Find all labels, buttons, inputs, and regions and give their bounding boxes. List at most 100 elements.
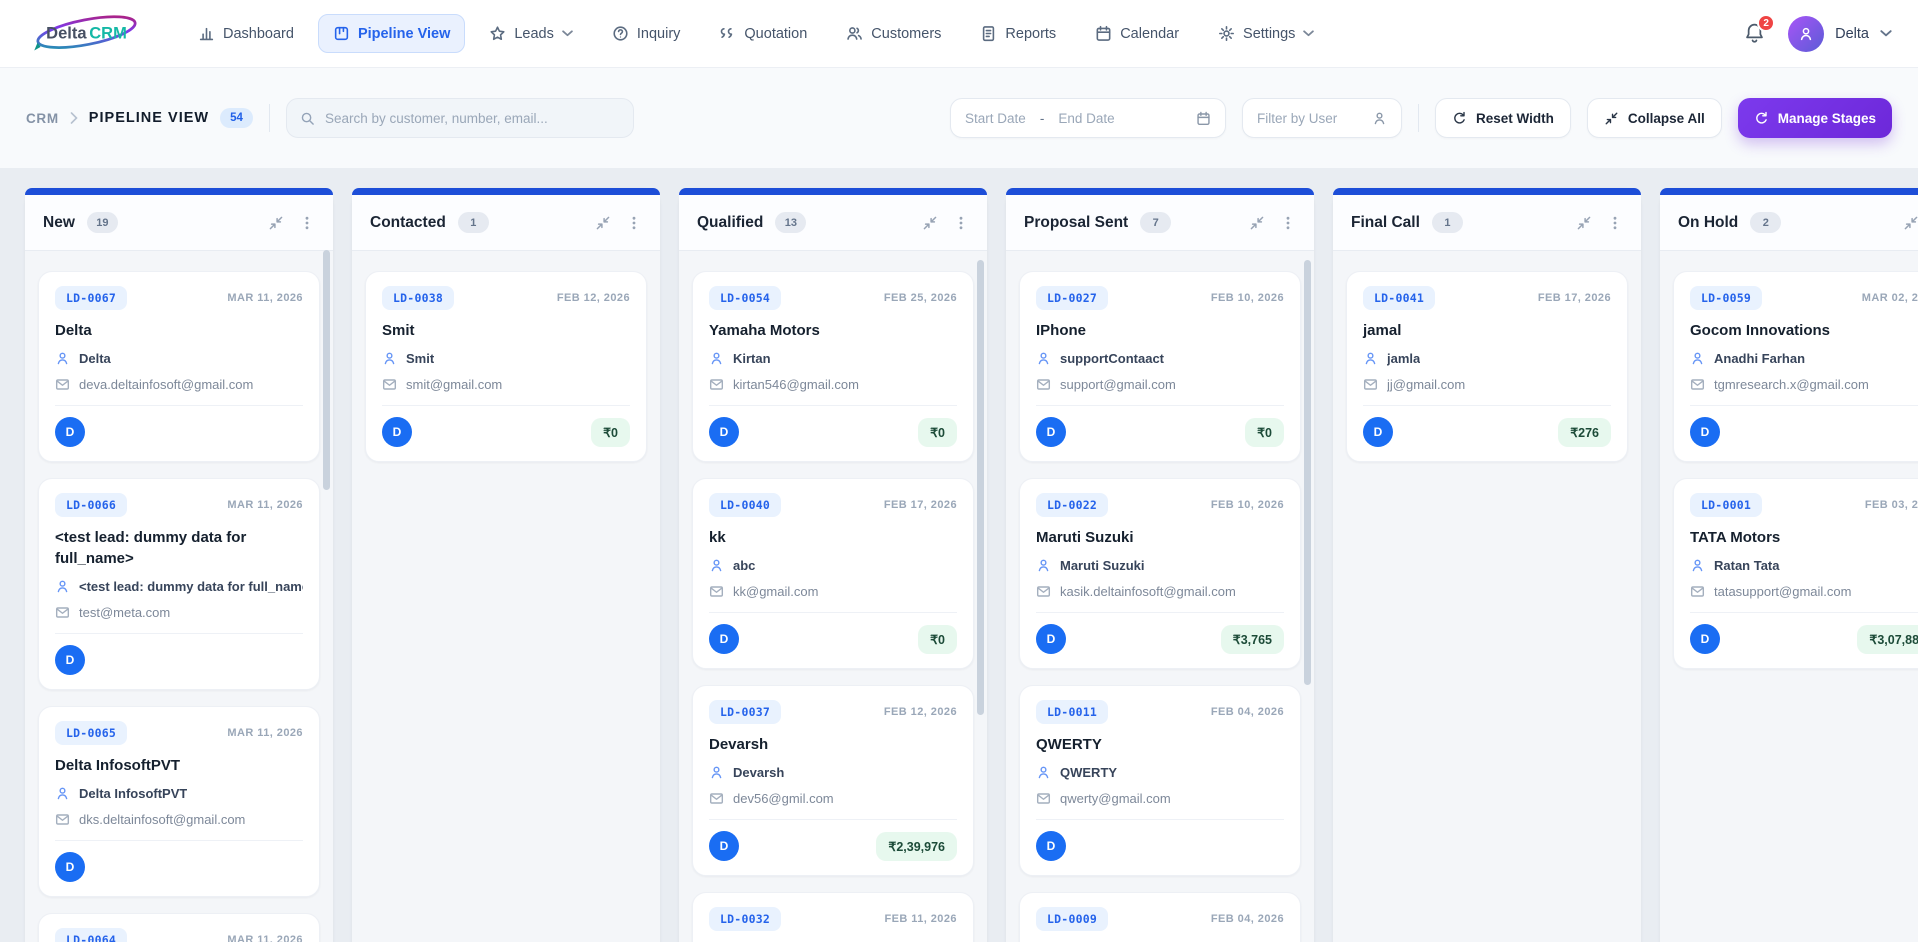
manage-stages-button[interactable]: Manage Stages xyxy=(1737,98,1892,138)
lead-date: FEB 10, 2026 xyxy=(1210,499,1284,511)
lead-card[interactable]: LD-0027 FEB 10, 2026 IPhone supportConta… xyxy=(1019,271,1301,462)
column-menu-icon[interactable] xyxy=(953,215,969,231)
pipeline-column-contacted: Contacted 1 LD-0038 FEB 12, 2026 Smit Sm… xyxy=(352,188,660,942)
person-icon xyxy=(55,579,70,594)
lead-contact: Ratan Tata xyxy=(1714,557,1780,573)
lead-card[interactable]: LD-0059 MAR 02, 2026 Gocom Innovations A… xyxy=(1673,271,1918,462)
person-icon xyxy=(1036,351,1051,366)
column-scrollbar[interactable] xyxy=(1304,260,1311,685)
end-date-field[interactable]: End Date xyxy=(1058,110,1115,126)
lead-avatar: D xyxy=(1036,624,1066,654)
column-count-badge: 7 xyxy=(1140,212,1172,233)
column-scrollbar[interactable] xyxy=(977,260,984,715)
dashboard-icon xyxy=(198,25,215,42)
lead-card[interactable]: LD-0064 MAR 11, 2026 xyxy=(38,913,320,942)
reset-width-label: Reset Width xyxy=(1476,110,1554,126)
lead-title: TATA Motors xyxy=(1690,529,1781,546)
lead-card[interactable]: LD-0067 MAR 11, 2026 Delta Delta deva.de… xyxy=(38,271,320,462)
column-card-list: LD-0027 FEB 10, 2026 IPhone supportConta… xyxy=(1006,251,1314,942)
lead-card[interactable]: LD-0054 FEB 25, 2026 Yamaha Motors Kirta… xyxy=(692,271,974,462)
search-input[interactable] xyxy=(324,110,620,126)
lead-card[interactable]: LD-0032 FEB 11, 2026 JustDial User xyxy=(692,892,974,942)
person-icon xyxy=(55,786,70,801)
column-menu-icon[interactable] xyxy=(1607,215,1623,231)
mail-icon xyxy=(55,605,70,620)
collapse-column-icon[interactable] xyxy=(1249,215,1265,231)
lead-card[interactable]: LD-0011 FEB 04, 2026 QWERTY QWERTY qwert… xyxy=(1019,685,1301,876)
filter-by-user[interactable]: Filter by User xyxy=(1242,98,1403,138)
lead-card[interactable]: LD-0041 FEB 17, 2026 jamal jamla jj@gmai… xyxy=(1346,271,1628,462)
lead-email-row: support@gmail.com xyxy=(1036,375,1284,393)
lead-id-badge: LD-0041 xyxy=(1363,286,1436,310)
lead-contact-row: Devarsh xyxy=(709,763,957,781)
user-menu[interactable]: Delta xyxy=(1788,15,1892,52)
nav-item-pipeline-view[interactable]: Pipeline View xyxy=(317,14,466,53)
date-range-filter[interactable]: Start Date - End Date xyxy=(950,98,1227,138)
lead-email-row: kk@gmail.com xyxy=(709,582,957,600)
nav-item-leads[interactable]: Leads xyxy=(474,14,588,53)
search-box xyxy=(285,98,634,138)
lead-title: Devarsh xyxy=(709,736,769,753)
column-menu-icon[interactable] xyxy=(1280,215,1296,231)
start-date-field[interactable]: Start Date xyxy=(965,110,1026,126)
filter-user-placeholder: Filter by User xyxy=(1257,110,1338,126)
column-actions xyxy=(595,215,642,231)
person-icon xyxy=(1372,111,1387,126)
column-menu-icon[interactable] xyxy=(626,215,642,231)
lead-email: jj@gmail.com xyxy=(1387,376,1466,392)
lead-date: FEB 17, 2026 xyxy=(1537,292,1611,304)
nav-item-dashboard[interactable]: Dashboard xyxy=(183,14,309,53)
lead-date: MAR 11, 2026 xyxy=(227,727,303,739)
lead-card[interactable]: LD-0065 MAR 11, 2026 Delta InfosoftPVT D… xyxy=(38,706,320,897)
lead-contact: Anadhi Farhan xyxy=(1714,350,1806,366)
collapse-column-icon[interactable] xyxy=(922,215,938,231)
lead-date: FEB 11, 2026 xyxy=(884,913,957,925)
chevron-down-icon xyxy=(562,30,573,37)
column-accent-bar xyxy=(352,188,660,195)
lead-card[interactable]: LD-0001 FEB 03, 2026 TATA Motors Ratan T… xyxy=(1673,478,1918,669)
notifications-button[interactable]: 2 xyxy=(1743,14,1776,46)
collapse-column-icon[interactable] xyxy=(1576,215,1592,231)
lead-email-row: jj@gmail.com xyxy=(1363,375,1611,393)
person-icon xyxy=(1690,558,1705,573)
lead-card[interactable]: LD-0022 FEB 10, 2026 Maruti Suzuki Marut… xyxy=(1019,478,1301,669)
lead-contact: <test lead: dummy data for full_name> xyxy=(79,578,303,594)
column-scrollbar[interactable] xyxy=(323,250,330,490)
lead-avatar: D xyxy=(55,417,85,447)
breadcrumb-root[interactable]: CRM xyxy=(26,110,59,126)
lead-card[interactable]: LD-0037 FEB 12, 2026 Devarsh Devarsh dev… xyxy=(692,685,974,876)
nav-item-settings[interactable]: Settings xyxy=(1203,14,1329,53)
card-footer: D xyxy=(55,841,303,882)
person-icon xyxy=(382,351,397,366)
card-footer: D ₹0 xyxy=(709,613,957,654)
nav-item-customers[interactable]: Customers xyxy=(831,14,956,53)
mail-icon xyxy=(1036,791,1051,806)
card-divider xyxy=(709,405,957,406)
lead-card[interactable]: LD-0040 FEB 17, 2026 kk abc kk@gmail.com… xyxy=(692,478,974,669)
nav-item-quotation[interactable]: Quotation xyxy=(704,14,822,53)
lead-avatar: D xyxy=(1363,417,1393,447)
lead-card[interactable]: LD-0038 FEB 12, 2026 Smit Smit smit@gmai… xyxy=(365,271,647,462)
column-card-list: LD-0059 MAR 02, 2026 Gocom Innovations A… xyxy=(1660,251,1918,689)
collapse-all-button[interactable]: Collapse All xyxy=(1586,98,1722,138)
toolbar-divider xyxy=(268,104,270,132)
nav-item-calendar[interactable]: Calendar xyxy=(1080,14,1194,53)
card-divider xyxy=(1363,405,1611,406)
lead-card[interactable]: LD-0066 MAR 11, 2026 <test lead: dummy d… xyxy=(38,478,320,690)
lead-title: QWERTY xyxy=(1036,736,1102,753)
mail-icon xyxy=(709,584,724,599)
lead-card[interactable]: LD-0009 FEB 04, 2026 NEW CUST xyxy=(1019,892,1301,942)
collapse-column-icon[interactable] xyxy=(595,215,611,231)
reset-width-button[interactable]: Reset Width xyxy=(1435,98,1571,138)
column-menu-icon[interactable] xyxy=(299,215,315,231)
collapse-column-icon[interactable] xyxy=(268,215,284,231)
nav-item-reports[interactable]: Reports xyxy=(965,14,1071,53)
collapse-column-icon[interactable] xyxy=(1903,215,1918,231)
users-icon xyxy=(846,25,863,42)
column-accent-bar xyxy=(1006,188,1314,195)
brand-logo[interactable]: Delta CRM xyxy=(26,12,147,56)
nav-item-inquiry[interactable]: Inquiry xyxy=(597,14,696,53)
lead-avatar: D xyxy=(1036,831,1066,861)
column-title: On Hold xyxy=(1678,214,1739,231)
card-divider xyxy=(55,405,303,406)
